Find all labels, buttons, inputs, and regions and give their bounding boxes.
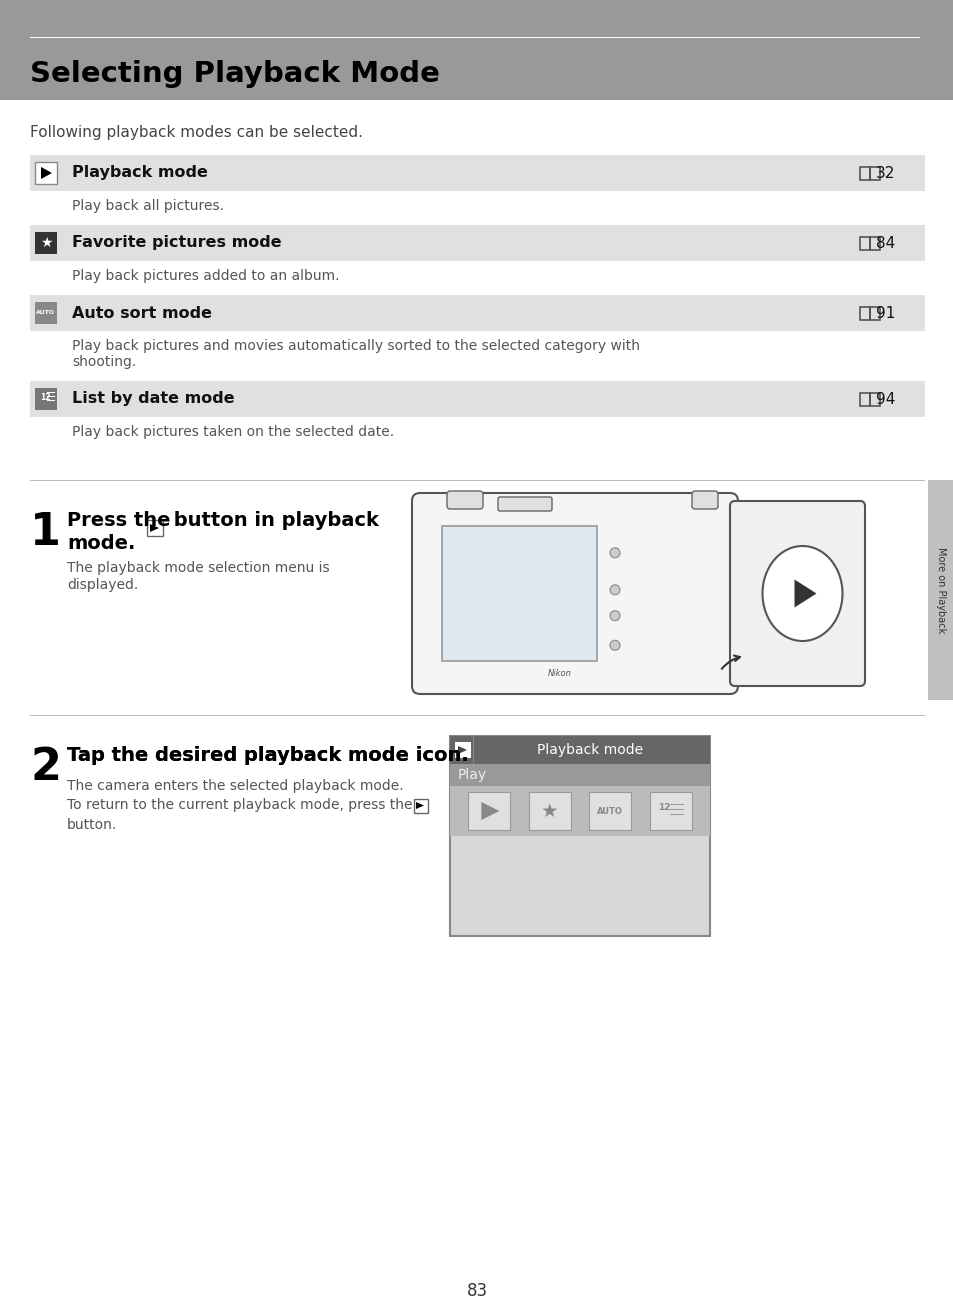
Text: button.: button. — [67, 819, 117, 832]
Bar — [649, 792, 691, 830]
Text: button in playback: button in playback — [167, 511, 378, 530]
Polygon shape — [481, 802, 498, 820]
Bar — [30, 381, 924, 417]
Bar — [30, 155, 924, 191]
Polygon shape — [416, 802, 423, 809]
Text: The camera enters the selected playback mode.: The camera enters the selected playback … — [67, 779, 403, 794]
Bar — [450, 736, 709, 936]
Text: 12: 12 — [40, 393, 51, 402]
Text: 1: 1 — [30, 511, 61, 555]
Bar — [35, 233, 57, 254]
Bar — [669, 808, 683, 809]
Text: List by date mode: List by date mode — [71, 392, 234, 406]
Bar — [669, 813, 683, 815]
Text: More on Playback: More on Playback — [935, 547, 945, 633]
Polygon shape — [41, 167, 52, 179]
Bar — [35, 388, 57, 410]
Bar — [455, 742, 471, 758]
Bar — [869, 167, 879, 180]
Text: Playback mode: Playback mode — [537, 742, 642, 757]
Bar — [468, 792, 510, 830]
Text: Play back all pictures.: Play back all pictures. — [71, 198, 224, 213]
Bar — [0, 0, 953, 100]
Circle shape — [609, 548, 619, 558]
Text: Play back pictures and movies automatically sorted to the selected category with: Play back pictures and movies automatica… — [71, 339, 639, 353]
Polygon shape — [457, 746, 467, 754]
Bar — [35, 162, 57, 184]
Text: Nikon: Nikon — [547, 669, 572, 678]
Bar — [414, 799, 428, 813]
Polygon shape — [150, 524, 159, 532]
Bar — [30, 296, 924, 331]
Text: The playback mode selection menu is: The playback mode selection menu is — [67, 561, 330, 576]
Text: Play back pictures taken on the selected date.: Play back pictures taken on the selected… — [71, 424, 394, 439]
Bar — [450, 736, 709, 763]
Polygon shape — [794, 579, 816, 607]
Text: mode.: mode. — [67, 533, 135, 553]
Circle shape — [609, 611, 619, 620]
Bar — [30, 225, 924, 261]
Bar — [859, 307, 869, 321]
FancyBboxPatch shape — [412, 493, 738, 694]
Circle shape — [609, 640, 619, 650]
Bar — [669, 803, 683, 805]
Bar — [869, 307, 879, 321]
FancyBboxPatch shape — [691, 491, 718, 509]
Bar — [473, 736, 474, 763]
Text: Favorite pictures mode: Favorite pictures mode — [71, 235, 281, 251]
FancyBboxPatch shape — [447, 491, 482, 509]
Bar — [450, 786, 709, 836]
Text: AUTO: AUTO — [36, 310, 55, 314]
Bar — [589, 792, 631, 830]
Text: AUTO: AUTO — [597, 807, 622, 816]
Text: Tap the desired playback mode icon.: Tap the desired playback mode icon. — [67, 746, 468, 765]
Text: displayed.: displayed. — [67, 578, 138, 593]
Text: Auto sort mode: Auto sort mode — [71, 305, 212, 321]
Circle shape — [609, 585, 619, 595]
FancyBboxPatch shape — [729, 501, 864, 686]
Text: 94: 94 — [875, 392, 894, 406]
Text: 91: 91 — [875, 305, 894, 321]
Bar — [528, 792, 570, 830]
Bar — [859, 237, 869, 250]
Text: 84: 84 — [875, 235, 894, 251]
Text: ★: ★ — [540, 802, 558, 820]
Text: Playback mode: Playback mode — [71, 166, 208, 180]
Text: Following playback modes can be selected.: Following playback modes can be selected… — [30, 125, 363, 141]
Bar — [147, 520, 163, 536]
Text: ★: ★ — [40, 237, 52, 250]
Text: 2: 2 — [30, 746, 61, 788]
Text: To return to the current playback mode, press the: To return to the current playback mode, … — [67, 798, 416, 812]
Text: Play: Play — [457, 767, 487, 782]
Bar — [859, 167, 869, 180]
Bar — [869, 393, 879, 406]
Text: Selecting Playback Mode: Selecting Playback Mode — [30, 60, 439, 88]
Text: shooting.: shooting. — [71, 355, 136, 369]
Text: Press the: Press the — [67, 511, 177, 530]
Bar — [450, 763, 709, 786]
Text: 32: 32 — [875, 166, 894, 180]
Ellipse shape — [761, 547, 841, 641]
Text: 12: 12 — [657, 803, 669, 812]
Bar — [859, 393, 869, 406]
Text: Play back pictures added to an album.: Play back pictures added to an album. — [71, 269, 339, 283]
Text: 83: 83 — [466, 1282, 487, 1300]
FancyBboxPatch shape — [497, 497, 552, 511]
Bar — [441, 526, 597, 661]
Bar — [927, 480, 953, 700]
Bar — [35, 302, 57, 325]
Text: Tap the desired playback mode icon.: Tap the desired playback mode icon. — [67, 746, 468, 765]
Bar — [869, 237, 879, 250]
Bar — [30, 37, 919, 38]
